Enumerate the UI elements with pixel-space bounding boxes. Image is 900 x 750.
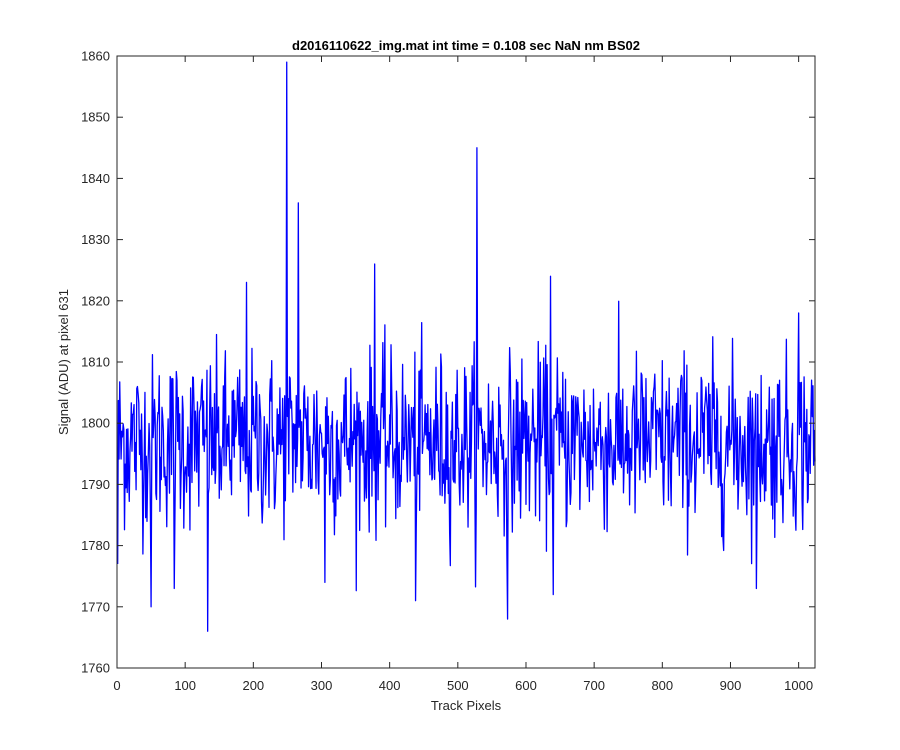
y-tick-label: 1820 — [81, 293, 110, 308]
x-tick-label: 100 — [174, 678, 196, 693]
y-tick-label: 1760 — [81, 661, 110, 676]
y-tick-label: 1830 — [81, 232, 110, 247]
y-tick-label: 1790 — [81, 477, 110, 492]
x-tick-label: 700 — [583, 678, 605, 693]
y-tick-label: 1850 — [81, 110, 110, 125]
x-tick-label: 500 — [447, 678, 469, 693]
y-tick-label: 1770 — [81, 599, 110, 614]
signal-series-line — [117, 61, 816, 632]
x-tick-label: 1000 — [784, 678, 813, 693]
chart-title: d2016110622_img.mat int time = 0.108 sec… — [292, 38, 640, 53]
tick-layer: 0 100 200 300 400 500 600 700 800 900 1000 1760 1770… — [81, 49, 815, 693]
x-tick-label: 200 — [242, 678, 264, 693]
y-tick-label: 1810 — [81, 355, 110, 370]
y-tick-label: 1800 — [81, 416, 110, 431]
y-axis-title: Signal (ADU) at pixel 631 — [56, 289, 71, 435]
x-tick-label: 400 — [379, 678, 401, 693]
x-tick-label: 0 — [113, 678, 120, 693]
x-tick-label: 800 — [651, 678, 673, 693]
x-tick-label: 900 — [720, 678, 742, 693]
data-line-layer — [117, 61, 816, 632]
x-axis-title: Track Pixels — [431, 698, 502, 713]
y-tick-label: 1840 — [81, 171, 110, 186]
x-tick-label: 300 — [311, 678, 333, 693]
y-tick-label: 1780 — [81, 538, 110, 553]
plot-area — [117, 56, 815, 668]
y-tick-label: 1860 — [81, 49, 110, 64]
x-tick-label: 600 — [515, 678, 537, 693]
